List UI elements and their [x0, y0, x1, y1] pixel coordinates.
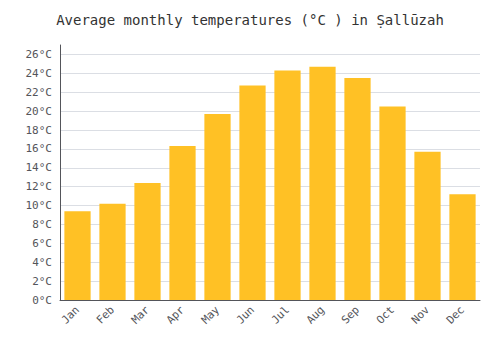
- svg-text:Jul: Jul: [269, 303, 292, 326]
- svg-text:14°C: 14°C: [26, 161, 53, 174]
- svg-text:26°C: 26°C: [26, 48, 53, 61]
- svg-text:Mar: Mar: [129, 303, 152, 326]
- svg-text:Oct: Oct: [374, 303, 397, 326]
- svg-text:Feb: Feb: [94, 303, 117, 326]
- svg-text:18°C: 18°C: [26, 124, 53, 137]
- svg-text:6°C: 6°C: [32, 237, 52, 250]
- svg-text:10°C: 10°C: [26, 199, 53, 212]
- svg-text:Jan: Jan: [59, 303, 82, 326]
- svg-text:20°C: 20°C: [26, 105, 53, 118]
- svg-text:0°C: 0°C: [32, 294, 52, 307]
- svg-text:Sep: Sep: [339, 303, 362, 326]
- svg-text:16°C: 16°C: [26, 142, 53, 155]
- svg-text:4°C: 4°C: [32, 256, 52, 269]
- svg-text:May: May: [199, 303, 222, 326]
- svg-text:Dec: Dec: [444, 303, 467, 326]
- svg-text:8°C: 8°C: [32, 218, 52, 231]
- svg-text:Nov: Nov: [409, 303, 432, 326]
- svg-text:Average monthly temperatures (: Average monthly temperatures (°C ) in Ṣa…: [56, 12, 444, 28]
- svg-text:Aug: Aug: [304, 303, 327, 326]
- svg-text:2°C: 2°C: [32, 275, 52, 288]
- svg-text:24°C: 24°C: [26, 67, 53, 80]
- svg-text:22°C: 22°C: [26, 86, 53, 99]
- svg-text:Apr: Apr: [164, 303, 187, 326]
- svg-text:12°C: 12°C: [26, 180, 53, 193]
- svg-text:Jun: Jun: [234, 303, 257, 326]
